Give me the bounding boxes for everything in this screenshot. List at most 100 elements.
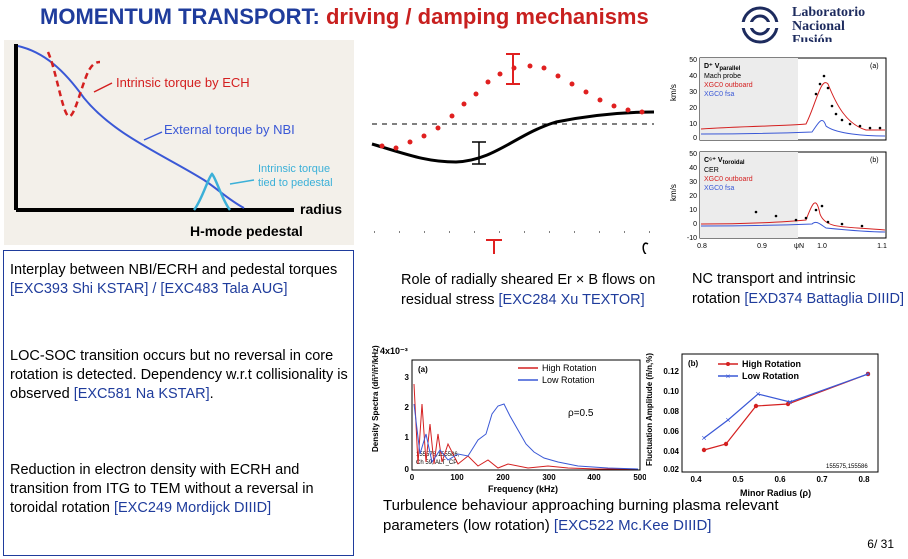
svg-text:100: 100 xyxy=(450,473,464,482)
logo-line1: Laboratorio xyxy=(792,5,866,20)
fig4-yticks: 3 2 1 0 xyxy=(405,373,410,474)
axis-mark xyxy=(642,242,649,254)
fig4-shots-2: Ch 59, ALT_CP xyxy=(416,460,457,466)
fig4-ylabel: Density Spectra (dñ²/ñ²/kHz) xyxy=(371,345,380,452)
panel-b-legend-4: XGC0 fsa xyxy=(704,185,734,192)
svg-text:0.4: 0.4 xyxy=(690,475,702,484)
slide-number: 6/ 31 xyxy=(867,537,894,551)
caption-bottom-reference: [EXC522 Mc.Kee DIIID] xyxy=(553,517,712,534)
fig5-tag: (b) xyxy=(688,359,699,368)
svg-text:1.1: 1.1 xyxy=(877,243,887,250)
stress-profile-figure xyxy=(371,53,654,254)
p1-reference: [EXC393 Shi KSTAR] / [EXC483 Tala AUG] xyxy=(10,281,288,297)
arrow-pedestal xyxy=(229,179,255,185)
svg-text:200: 200 xyxy=(496,473,510,482)
svg-text:0: 0 xyxy=(693,135,697,142)
panel-b-xlabel: ψN xyxy=(794,243,804,250)
ech-torque-curve xyxy=(46,51,101,118)
svg-text:10: 10 xyxy=(689,207,697,214)
svg-text:1.0: 1.0 xyxy=(817,243,827,250)
fig5-high-rotation-line xyxy=(703,373,869,451)
fig4-tag: (a) xyxy=(418,365,428,374)
caption-middle: Role of radially sheared Er × B flows on… xyxy=(401,270,659,310)
left-text-box: Interplay between NBI/ECRH and pedestal … xyxy=(3,250,354,556)
svg-text:1: 1 xyxy=(405,433,410,442)
panel-a-legend-4: XGC0 fsa xyxy=(704,91,734,98)
fig5-ylabel: Fluctuation Amplitude (ñ/n,%) xyxy=(645,353,654,466)
fig1-xlabel: radius xyxy=(300,201,342,217)
panel-b-legend-3: XGC0 outboard xyxy=(704,176,753,183)
panel-a-yticks: 50 40 30 20 10 0 xyxy=(689,57,697,142)
arrow-ech xyxy=(93,82,113,93)
error-bar-red xyxy=(506,53,520,85)
svg-text:0: 0 xyxy=(410,473,415,482)
caption-bottom-text: Turbulence behaviour approaching burning… xyxy=(383,497,779,534)
panel-b-legend-1: C⁶⁺ Vtoroidal xyxy=(704,157,745,166)
svg-text:0.5: 0.5 xyxy=(732,475,744,484)
data-points-red xyxy=(379,63,645,151)
fluctuation-amplitude-figure: Fluctuation Amplitude (ñ/n,%) 0.12 0.10 0… xyxy=(645,353,879,498)
caption-middle-reference: [EXC284 Xu TEXTOR] xyxy=(498,292,645,308)
panel-a-legend-2: Mach probe xyxy=(704,73,741,80)
fit-curve-black xyxy=(371,110,654,164)
label-ech: Intrinsic torque by ECH xyxy=(116,75,250,90)
svg-text:20: 20 xyxy=(689,193,697,200)
fig5-shots: 155575,155586 xyxy=(826,464,868,470)
fig1-caption: H-mode pedestal xyxy=(190,223,303,239)
p1-text: Interplay between NBI/ECRH and pedestal … xyxy=(10,262,338,278)
p3-reference: [EXC249 Mordijck DIIID] xyxy=(113,500,272,516)
arrow-nbi xyxy=(143,131,163,141)
panel-a-probe-points xyxy=(814,74,882,130)
svg-text:20: 20 xyxy=(689,105,697,112)
title-part2: driving / damping mechanisms xyxy=(319,4,649,29)
panel-b-yticks: 50 40 30 20 10 0 -10 xyxy=(687,151,697,242)
velocity-profile-figure: km/s 50 40 30 20 10 0 D⁺ Vparallel Mach pro… xyxy=(669,57,887,250)
lab-logo: Laboratorio Nacional Fusión xyxy=(736,4,908,46)
fig5-legend-low: Low Rotation xyxy=(742,371,799,381)
svg-text:50: 50 xyxy=(689,57,697,64)
pedestal-torque-curve xyxy=(192,172,232,211)
fig4-frame xyxy=(411,359,641,471)
svg-text:30: 30 xyxy=(689,179,697,186)
fig5-xlabel: Minor Radius (ρ) xyxy=(740,488,811,498)
panel-a-xgc-outboard xyxy=(700,82,885,131)
paragraph-3: Reduction in electron density with ECRH … xyxy=(10,461,348,518)
caption-right-text: NC transport and intrinsic rotation xyxy=(692,271,856,307)
svg-text:0: 0 xyxy=(405,465,410,474)
panel-b-xgc-outboard xyxy=(700,202,886,231)
panel-b-tag: (b) xyxy=(870,157,879,164)
svg-text:0.12: 0.12 xyxy=(663,367,679,376)
svg-text:300: 300 xyxy=(542,473,556,482)
svg-text:50: 50 xyxy=(689,151,697,158)
p2-text: LOC-SOC transition occurs but no reversa… xyxy=(10,348,348,402)
svg-text:×: × xyxy=(787,397,792,407)
panel-b-xticks: 0.8 0.9 1.0 1.1 xyxy=(697,243,887,250)
svg-text:40: 40 xyxy=(689,73,697,80)
svg-text:0.08: 0.08 xyxy=(663,407,679,416)
p3-text: Reduction in electron density with ECRH … xyxy=(10,462,314,516)
fig5-low-rotation-points: × × × × × xyxy=(701,369,870,443)
panel-a-legend-1: D⁺ Vparallel xyxy=(704,63,741,72)
svg-text:×: × xyxy=(701,433,706,443)
svg-text:10: 10 xyxy=(689,121,697,128)
label-pedestal-2: tied to pedestal xyxy=(258,177,333,189)
density-spectra-figure: 4x10⁻³ Density Spectra (dñ²/ñ²/kHz) 3 2 1… xyxy=(371,345,646,494)
fig4-high-rotation-spectrum xyxy=(413,383,638,470)
svg-text:2: 2 xyxy=(405,403,410,412)
svg-text:0.7: 0.7 xyxy=(816,475,828,484)
fig5-yticks: 0.12 0.10 0.08 0.06 0.04 0.02 xyxy=(663,367,679,474)
svg-text:400: 400 xyxy=(587,473,601,482)
panel-a-legend-3: XGC0 outboard xyxy=(704,82,753,89)
svg-text:-10: -10 xyxy=(687,235,697,242)
svg-text:0.02: 0.02 xyxy=(663,465,679,474)
fig5-legend-high: High Rotation xyxy=(742,359,801,369)
svg-text:3: 3 xyxy=(405,373,410,382)
caption-right-reference: [EXD374 Battaglia DIIID] xyxy=(744,291,904,307)
svg-text:0.10: 0.10 xyxy=(663,387,679,396)
p2-period: . xyxy=(209,386,214,402)
fig4-rho: ρ=0.5 xyxy=(568,408,594,419)
caption-bottom: Turbulence behaviour approaching burning… xyxy=(383,496,853,536)
svg-text:0.9: 0.9 xyxy=(757,243,767,250)
panel-b-ylabel: km/s xyxy=(669,184,678,201)
svg-text:500: 500 xyxy=(633,473,646,482)
